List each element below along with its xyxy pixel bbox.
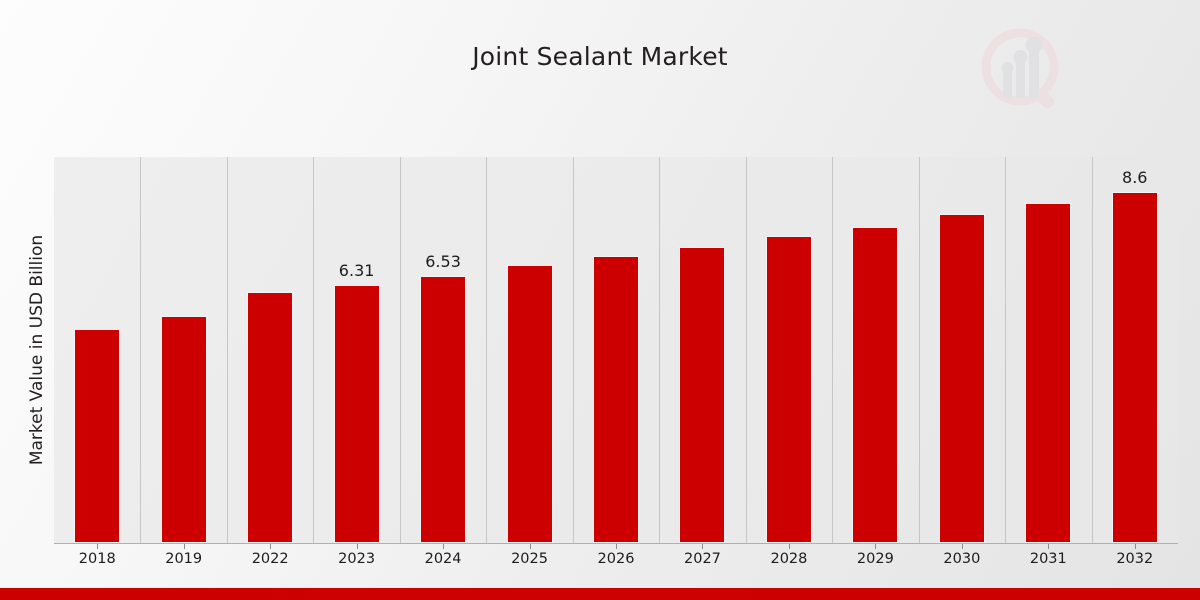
bar-group — [140, 157, 226, 543]
x-axis-label-2027: 2027 — [684, 551, 721, 567]
bar-group — [1005, 157, 1091, 543]
x-axis-label-2022: 2022 — [251, 551, 289, 567]
y-axis-title: Market Value in USD Billion — [27, 234, 47, 466]
gridline — [399, 157, 401, 543]
x-axis-label-2031: 2031 — [1029, 551, 1067, 567]
x-tick — [443, 544, 445, 549]
x-tick — [616, 544, 617, 549]
x-axis-label-2024: 2024 — [424, 551, 462, 567]
gridline — [1005, 157, 1007, 543]
magnifier-icon — [981, 28, 1059, 109]
bar-2028[interactable] — [765, 236, 812, 543]
x-tick — [961, 544, 963, 549]
x-axis-label-2029: 2029 — [856, 551, 894, 567]
bar-group — [832, 157, 918, 543]
bar-group — [400, 157, 486, 543]
watermark-logo — [975, 22, 1075, 122]
bar-2022[interactable] — [247, 291, 294, 543]
gridline — [1091, 157, 1093, 543]
chart-title: Joint Sealant Market — [472, 42, 728, 71]
bar-group — [659, 157, 745, 543]
gridline — [745, 157, 747, 543]
bar-2023[interactable] — [333, 284, 380, 543]
bar-2031[interactable] — [1025, 203, 1072, 543]
gridline — [832, 157, 834, 543]
x-axis-line — [54, 543, 1178, 544]
x-axis-label-2032: 2032 — [1116, 551, 1154, 567]
bar-2027[interactable] — [679, 247, 726, 543]
x-axis-label-2025: 2025 — [511, 551, 548, 567]
bar-2030[interactable] — [938, 214, 985, 543]
x-tick — [1048, 544, 1050, 549]
gridline — [226, 157, 228, 543]
x-axis-label-2026: 2026 — [597, 551, 635, 567]
bar-value-label-2032: 8.6 — [1122, 167, 1148, 187]
x-tick — [529, 544, 531, 549]
bar-group — [919, 157, 1005, 543]
bar-2024[interactable] — [420, 275, 467, 543]
bar-group — [486, 157, 572, 543]
gridline — [572, 157, 574, 543]
gridline — [918, 157, 920, 543]
gridline — [486, 157, 488, 543]
x-axis-label-2023: 2023 — [338, 551, 376, 567]
bar-group — [573, 157, 659, 543]
bar-group — [1092, 157, 1178, 543]
bar-2025[interactable] — [506, 265, 553, 543]
x-tick — [1134, 544, 1136, 549]
x-tick — [97, 544, 99, 549]
bar-group — [746, 157, 832, 543]
bar-group — [227, 157, 313, 543]
x-axis-label-2018: 2018 — [78, 551, 116, 567]
x-tick — [702, 544, 704, 549]
bar-2029[interactable] — [852, 226, 899, 543]
bar-2032[interactable] — [1111, 191, 1158, 543]
bar-group — [54, 157, 140, 543]
x-axis-label-2028: 2028 — [770, 551, 808, 567]
bar-2019[interactable] — [160, 315, 207, 543]
gridline — [313, 157, 315, 543]
bar-2026[interactable] — [592, 256, 639, 543]
bar-value-label-2023: 6.31 — [338, 260, 375, 280]
x-axis-label-2030: 2030 — [943, 551, 981, 567]
bar-value-label-2024: 6.53 — [425, 251, 461, 271]
x-tick — [788, 544, 790, 549]
bar-group — [313, 157, 399, 543]
x-tick — [875, 544, 877, 549]
footer-accent-bar — [0, 588, 1200, 600]
x-tick — [356, 544, 358, 549]
x-axis-label-2019: 2019 — [165, 551, 203, 567]
gridline — [659, 157, 661, 543]
x-tick — [183, 544, 185, 549]
gridline — [140, 157, 142, 543]
bar-2018[interactable] — [74, 328, 121, 543]
x-tick — [270, 544, 272, 549]
